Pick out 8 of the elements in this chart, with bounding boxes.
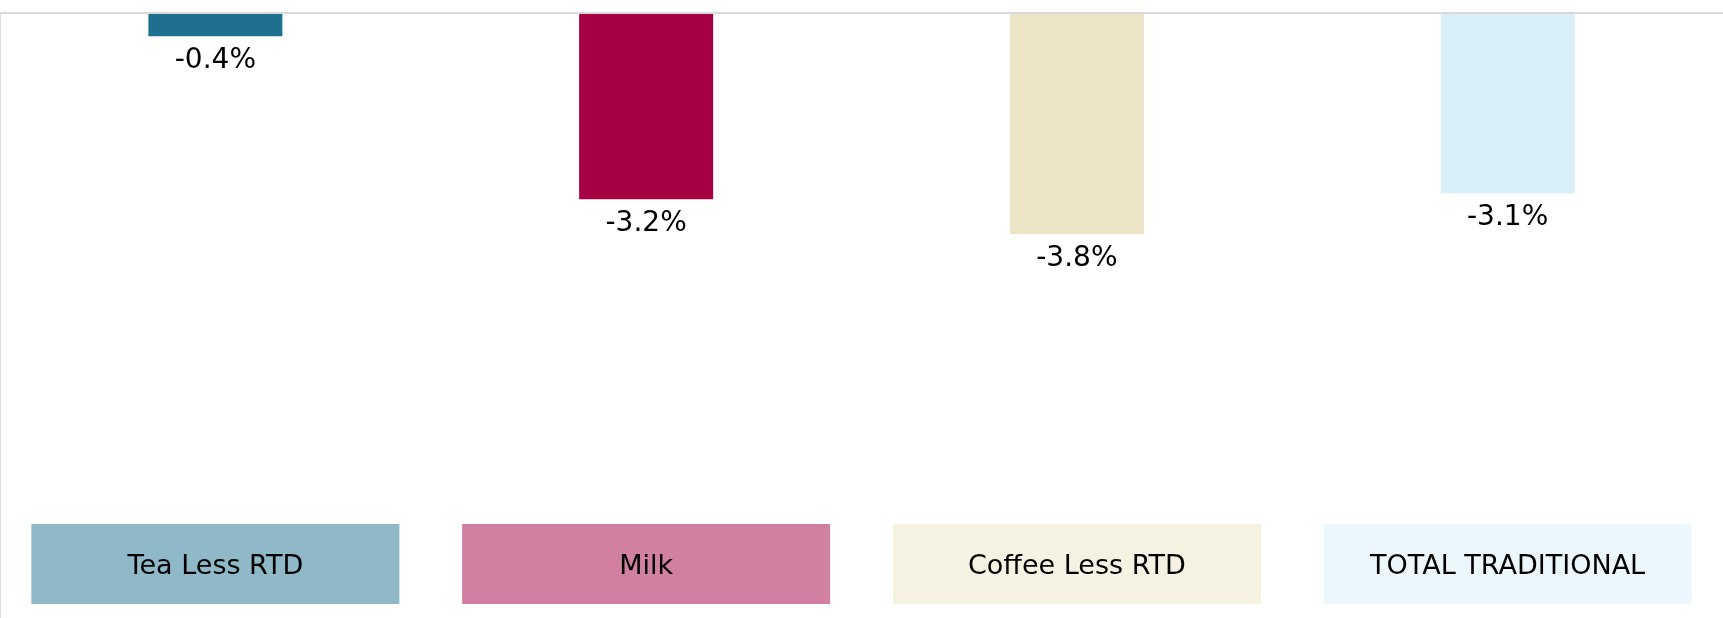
data-label: -3.2% xyxy=(605,205,687,239)
x-tick-label: Coffee Less RTD xyxy=(967,549,1186,580)
data-label: -3.8% xyxy=(1036,240,1118,274)
data-label: -3.1% xyxy=(1467,199,1549,233)
x-tick-label: Tea Less RTD xyxy=(126,549,304,580)
x-tick-label: Milk xyxy=(619,549,674,580)
data-label: -0.4% xyxy=(174,42,256,76)
x-tick-label: TOTAL TRADITIONAL xyxy=(1369,549,1646,580)
